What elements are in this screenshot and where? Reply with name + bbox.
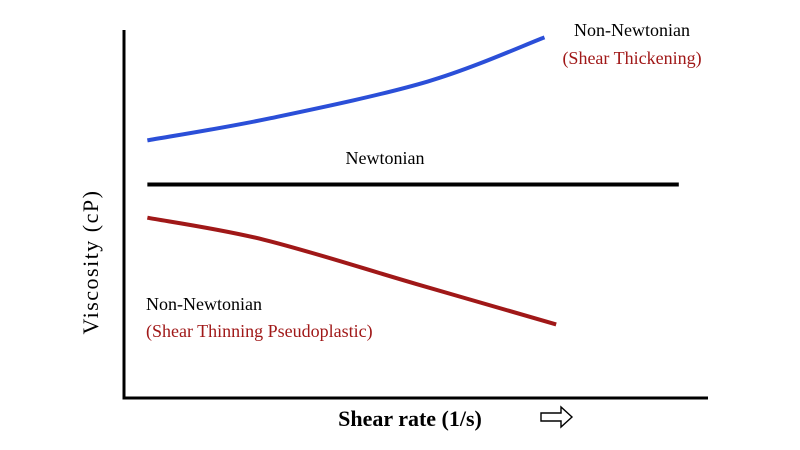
series-sublabel-shear-thickening: (Shear Thickening) (562, 48, 701, 69)
series-label-shear-thickening: Non-Newtonian (574, 20, 690, 40)
y-axis-title: Viscosity (cP) (78, 190, 103, 335)
series-sublabel-shear-thinning: (Shear Thinning Pseudoplastic) (146, 321, 373, 342)
series-line-shear-thickening (147, 35, 546, 143)
series-layer (146, 35, 679, 327)
series-line-shear-thinning (146, 215, 557, 327)
axes: Shear rate (1/s) Viscosity (cP) (78, 30, 708, 431)
series-label-newtonian: Newtonian (346, 148, 425, 168)
x-axis-title: Shear rate (1/s) (338, 406, 482, 431)
right-arrow-outline-icon (540, 405, 574, 429)
series-label-shear-thinning: Non-Newtonian (146, 294, 262, 314)
labels-layer: Non-Newtonian (Shear Thickening) Newtonian… (146, 20, 702, 342)
